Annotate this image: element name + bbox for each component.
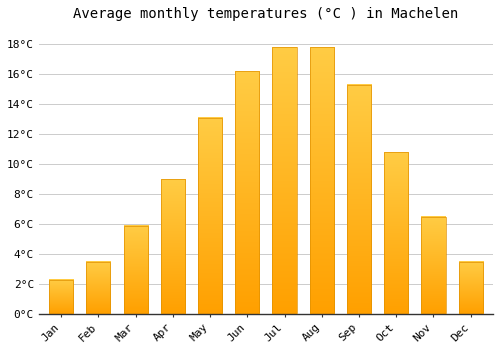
Bar xyxy=(160,179,185,314)
Bar xyxy=(49,280,73,314)
Title: Average monthly temperatures (°C ) in Machelen: Average monthly temperatures (°C ) in Ma… xyxy=(74,7,458,21)
Bar xyxy=(124,225,148,314)
Bar xyxy=(235,71,260,314)
Bar xyxy=(422,217,446,314)
Bar xyxy=(458,261,483,314)
Bar xyxy=(272,47,296,314)
Bar xyxy=(347,85,371,314)
Bar xyxy=(86,261,110,314)
Bar xyxy=(198,118,222,314)
Bar xyxy=(384,152,408,314)
Bar xyxy=(310,47,334,314)
